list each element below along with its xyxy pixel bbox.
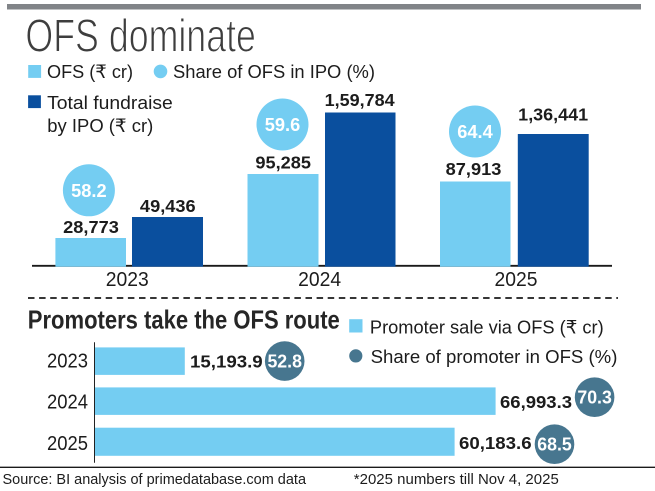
svg-text:OFS dominate: OFS dominate xyxy=(25,10,256,62)
svg-text:2023: 2023 xyxy=(106,269,149,291)
svg-text:52.8: 52.8 xyxy=(267,352,302,372)
svg-text:OFS (₹ cr): OFS (₹ cr) xyxy=(47,61,133,82)
svg-text:Source: BI analysis of primeda: Source: BI analysis of primedatabase.com… xyxy=(3,472,307,488)
svg-text:87,913: 87,913 xyxy=(446,159,502,179)
svg-text:Promoters take the OFS route: Promoters take the OFS route xyxy=(28,306,340,334)
svg-text:95,285: 95,285 xyxy=(255,152,311,172)
svg-text:66,993.3: 66,993.3 xyxy=(500,392,572,412)
svg-text:1,59,784: 1,59,784 xyxy=(325,90,395,110)
svg-text:64.4: 64.4 xyxy=(457,121,493,142)
svg-text:49,436: 49,436 xyxy=(140,196,196,216)
svg-text:15,193.9: 15,193.9 xyxy=(190,352,263,372)
svg-text:2024: 2024 xyxy=(47,392,88,414)
svg-text:2025: 2025 xyxy=(47,433,88,455)
svg-text:28,773: 28,773 xyxy=(63,217,119,237)
svg-text:70.3: 70.3 xyxy=(577,388,612,408)
svg-text:Share of OFS in IPO (%): Share of OFS in IPO (%) xyxy=(173,61,375,82)
svg-text:by IPO (₹ cr): by IPO (₹ cr) xyxy=(47,115,153,136)
svg-text:Promoter sale via OFS (₹ cr): Promoter sale via OFS (₹ cr) xyxy=(370,316,604,337)
svg-text:1,36,441: 1,36,441 xyxy=(518,105,588,125)
svg-text:60,183.6: 60,183.6 xyxy=(459,433,532,453)
svg-text:2023: 2023 xyxy=(47,350,88,372)
svg-text:Total fundraise: Total fundraise xyxy=(47,92,173,113)
svg-text:58.2: 58.2 xyxy=(71,180,107,201)
svg-text:2025: 2025 xyxy=(495,269,538,291)
svg-text:*2025 numbers till Nov 4, 2025: *2025 numbers till Nov 4, 2025 xyxy=(354,472,559,488)
svg-text:2024: 2024 xyxy=(298,269,341,291)
svg-text:59.6: 59.6 xyxy=(265,114,301,135)
svg-text:Share of promoter in OFS (%): Share of promoter in OFS (%) xyxy=(371,346,618,367)
svg-text:68.5: 68.5 xyxy=(537,435,572,455)
